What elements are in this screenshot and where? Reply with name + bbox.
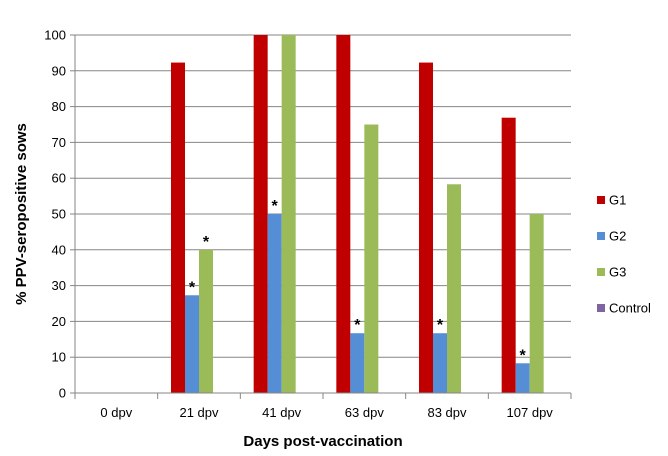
- significance-marker: *: [189, 279, 196, 296]
- x-tick-label: 63 dpv: [345, 405, 385, 420]
- x-axis-title: Days post-vaccination: [243, 433, 402, 450]
- y-tick-label: 50: [52, 207, 66, 222]
- bar-g1-63-dpv: [336, 35, 351, 393]
- significance-marker: *: [520, 347, 527, 364]
- bar-g3-41-dpv: [281, 35, 296, 393]
- significance-marker: *: [354, 317, 361, 334]
- x-tick-label: 21 dpv: [179, 405, 219, 420]
- annotations: * * * * * *: [189, 198, 527, 364]
- y-tick-label: 20: [52, 314, 66, 329]
- x-tick-label: 83 dpv: [427, 405, 467, 420]
- legend-swatch: [597, 196, 605, 204]
- bar-g1-83-dpv: [419, 62, 433, 393]
- x-tick-label: 41 dpv: [262, 405, 302, 420]
- legend-label: G2: [609, 229, 626, 244]
- legend-label: G3: [609, 265, 626, 280]
- bar-g2-21-dpv: [185, 295, 199, 393]
- bar-g3-83-dpv: [447, 184, 461, 393]
- bar-g1-21-dpv: [171, 62, 185, 393]
- legend-swatch: [597, 232, 605, 240]
- y-tick-label: 70: [52, 135, 66, 150]
- x-tick-labels: 0 dpv 21 dpv 41 dpv 63 dpv 83 dpv 107 dpv: [100, 405, 553, 420]
- bars: [171, 35, 544, 393]
- x-tick-label: 0 dpv: [100, 405, 132, 420]
- y-tick-labels: 0 10 20 30 40 50 60 70 80 90 100: [44, 28, 66, 401]
- legend-swatch: [597, 304, 605, 312]
- bar-g3-107-dpv: [529, 214, 544, 393]
- bar-g2-63-dpv: [350, 333, 365, 393]
- legend-label: G1: [609, 193, 626, 208]
- bar-g3-63-dpv: [364, 124, 379, 393]
- bar-g1-107-dpv: [501, 117, 516, 393]
- y-tick-label: 10: [52, 350, 66, 365]
- bar-g2-107-dpv: [515, 363, 530, 393]
- bar-g2-83-dpv: [433, 333, 447, 393]
- significance-marker: *: [437, 317, 444, 334]
- gridlines: [70, 34, 571, 394]
- legend: G1 G2 G3 Control: [597, 193, 651, 316]
- legend-swatch: [597, 268, 605, 276]
- x-tick-label: 107 dpv: [507, 405, 554, 420]
- y-tick-label: 40: [52, 242, 66, 257]
- bar-g3-21-dpv: [199, 249, 213, 393]
- bar-g1-41-dpv: [253, 35, 268, 393]
- y-tick-label: 60: [52, 171, 66, 186]
- legend-label: Control: [609, 301, 651, 316]
- y-tick-label: 90: [52, 63, 66, 78]
- axes: [74, 35, 572, 399]
- significance-marker: *: [272, 198, 279, 215]
- y-tick-label: 100: [44, 28, 66, 43]
- y-tick-label: 0: [59, 386, 66, 401]
- significance-marker: *: [203, 234, 210, 251]
- y-axis-title: % PPV-seropositive sows: [13, 123, 30, 305]
- y-tick-label: 30: [52, 278, 66, 293]
- y-tick-label: 80: [52, 99, 66, 114]
- bar-g2-41-dpv: [267, 214, 282, 393]
